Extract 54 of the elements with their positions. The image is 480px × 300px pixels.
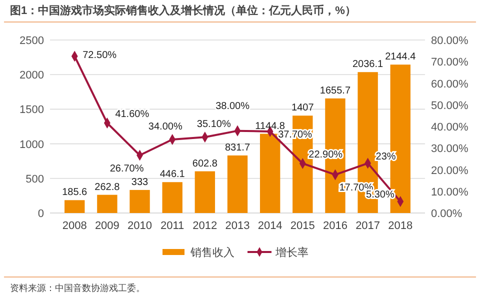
- data-label: 26.70%: [110, 163, 144, 174]
- bar: [97, 194, 118, 213]
- x-tick-label: 2016: [322, 220, 348, 232]
- x-tick-label: 2008: [62, 220, 87, 232]
- x-tick-label: 2012: [192, 220, 218, 232]
- data-label: 2144.4: [385, 52, 416, 63]
- y2-tick-label: 80.00%: [431, 35, 469, 47]
- legend-label: 增长率: [274, 246, 308, 259]
- data-label: 38.00%: [216, 100, 250, 112]
- y-tick-label: 2500: [20, 35, 44, 47]
- y2-tick-label: 70.00%: [431, 56, 469, 69]
- data-label: 1144.8: [255, 120, 286, 132]
- data-label: 34.00%: [148, 121, 182, 132]
- chart-title: 图1：中国游戏市场实际销售收入及增长情况（单位：亿元人民币，%）: [10, 4, 356, 17]
- data-label: 1407: [292, 102, 314, 114]
- legend-label: 销售收入: [190, 246, 234, 259]
- y-tick-label: 1500: [20, 104, 44, 116]
- bar: [227, 155, 248, 213]
- y2-tick-label: 50.00%: [431, 100, 469, 112]
- x-tick-label: 2015: [290, 220, 315, 232]
- data-label: 72.50%: [82, 50, 117, 62]
- data-label: 262.8: [94, 182, 120, 193]
- data-label: 41.60%: [115, 109, 150, 120]
- x-tick-label: 2013: [225, 220, 250, 232]
- y2-tick-label: 20.00%: [431, 164, 469, 177]
- x-tick-label: 2018: [388, 220, 413, 232]
- x-tick-label: 2010: [128, 220, 152, 232]
- y2-tick-label: 0.00%: [431, 208, 462, 220]
- x-tick-label: 2009: [94, 220, 120, 232]
- data-label: 602.8: [192, 158, 218, 170]
- y-tick-label: 1000: [20, 138, 44, 151]
- text: 资料来源：中国音数协游戏工委。: [10, 283, 145, 293]
- x-tick-label: 2011: [160, 220, 184, 232]
- x-tick-label: 2014: [258, 220, 282, 232]
- y-tick-label: 0: [38, 208, 44, 220]
- data-label: 2036.1: [352, 59, 384, 70]
- bar: [162, 182, 182, 213]
- bar: [194, 171, 216, 213]
- y2-tick-label: 40.00%: [431, 122, 469, 134]
- data-label: 831.7: [224, 142, 250, 154]
- data-label: 333: [131, 176, 149, 188]
- y-tick-label: 500: [26, 173, 44, 186]
- data-label: 446.1: [160, 169, 186, 180]
- data-label: 1655.7: [320, 85, 351, 96]
- bar: [64, 200, 85, 213]
- bar: [130, 190, 150, 213]
- y-tick-label: 2000: [20, 70, 44, 82]
- data-label: 35.10%: [196, 119, 231, 130]
- y2-tick-label: 10.00%: [431, 186, 469, 198]
- bar: [260, 134, 280, 213]
- y2-tick-label: 30.00%: [431, 143, 469, 156]
- x-tick-label: 2017: [356, 220, 380, 232]
- data-label: 185.6: [62, 187, 88, 198]
- y2-tick-label: 60.00%: [431, 78, 469, 90]
